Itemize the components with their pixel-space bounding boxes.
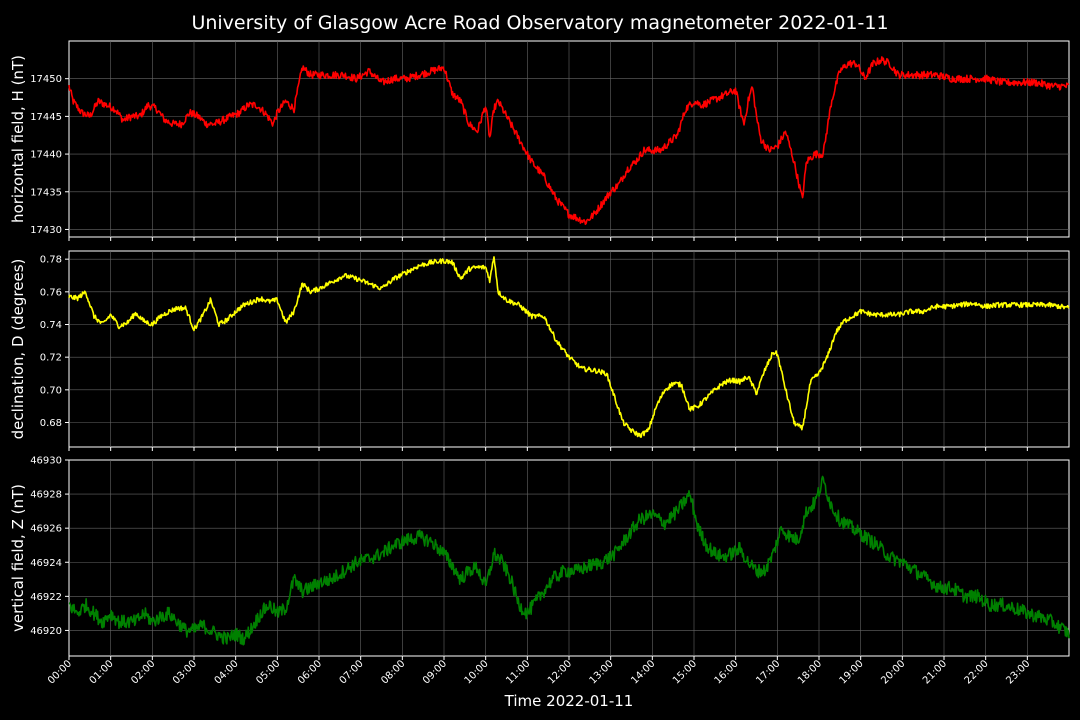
x-axis-label: Time 2022-01-11	[504, 692, 634, 710]
x-tick-label: 00:00	[46, 658, 74, 686]
y-tick-label: 17430	[30, 225, 62, 236]
x-tick-label: 08:00	[379, 658, 407, 686]
panel-2: 0.68 0.70 0.72 0.74 0.76 0.78 declination, D (…	[9, 250, 1070, 451]
y-axis-label: declination, D (degrees)	[9, 259, 27, 440]
y-tick-label: 17435	[30, 187, 62, 198]
x-tick-label: 23:00	[1004, 658, 1032, 686]
x-tick-label: 04:00	[213, 658, 241, 686]
y-tick-label: 0.78	[40, 255, 62, 266]
y-tick-label: 17440	[30, 150, 62, 161]
chart-title: University of Glasgow Acre Road Observat…	[191, 12, 888, 34]
x-tick-label: 15:00	[671, 658, 699, 686]
y-tick-label: 46922	[30, 592, 62, 603]
y-tick-label: 0.72	[40, 353, 62, 364]
y-tick-label: 0.68	[40, 418, 62, 429]
x-tick-label: 21:00	[921, 658, 949, 686]
x-tick-label: 11:00	[504, 658, 532, 686]
y-axis-label: vertical field, Z (nT)	[9, 484, 27, 632]
y-tick-label: 46924	[30, 558, 62, 569]
x-tick-label: 14:00	[629, 658, 657, 686]
series-line	[68, 475, 1070, 646]
x-tick-label: 06:00	[296, 658, 324, 686]
y-tick-label: 46930	[30, 456, 62, 467]
y-tick-label: 46926	[30, 524, 62, 535]
x-tick-label: 12:00	[546, 658, 574, 686]
x-tick-label: 18:00	[796, 658, 824, 686]
x-axis-ticks: 00:00 01:00 02:00 03:00 04:00 05:00 06:00 07:00…	[46, 658, 1032, 686]
x-tick-label: 20:00	[879, 658, 907, 686]
y-tick-label: 46928	[30, 490, 62, 501]
y-tick-label: 46920	[30, 626, 62, 637]
x-tick-label: 07:00	[338, 658, 366, 686]
y-axis-label: horizontal field, H (nT)	[9, 55, 27, 223]
x-tick-label: 01:00	[88, 658, 116, 686]
series-line	[68, 56, 1070, 226]
x-tick-label: 13:00	[588, 658, 616, 686]
x-tick-label: 10:00	[463, 658, 491, 686]
y-tick-label: 0.70	[40, 385, 62, 396]
x-tick-label: 03:00	[171, 658, 199, 686]
y-tick-label: 17445	[30, 112, 62, 123]
y-tick-label: 0.74	[40, 320, 62, 331]
x-tick-label: 05:00	[254, 658, 282, 686]
x-tick-label: 02:00	[129, 658, 157, 686]
x-tick-label: 09:00	[421, 658, 449, 686]
x-tick-label: 16:00	[713, 658, 741, 686]
x-tick-label: 22:00	[963, 658, 991, 686]
y-tick-label: 17450	[30, 74, 62, 85]
x-tick-label: 19:00	[838, 658, 866, 686]
panel-3: 46920 46922 46924 46926 46928 46930 vertical f…	[9, 456, 1070, 660]
y-tick-label: 0.76	[40, 287, 62, 298]
series-line	[68, 256, 1070, 438]
x-tick-label: 17:00	[754, 658, 782, 686]
